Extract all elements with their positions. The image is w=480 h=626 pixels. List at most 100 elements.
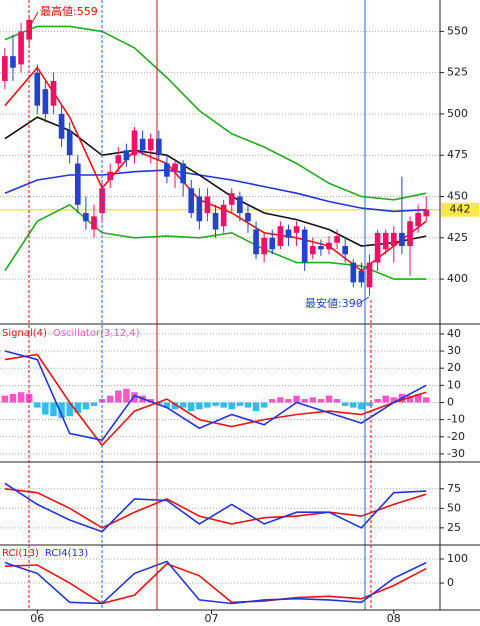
histogram-bar bbox=[341, 402, 349, 406]
candle-body bbox=[196, 196, 203, 222]
candle-body bbox=[269, 237, 276, 250]
y-tick-label: 30 bbox=[447, 344, 461, 357]
candle-body bbox=[237, 196, 243, 214]
histogram-bar bbox=[309, 397, 317, 403]
histogram-bar bbox=[1, 395, 9, 403]
y-tick-label: 0 bbox=[447, 395, 454, 408]
histogram-bar bbox=[171, 402, 179, 410]
candle-body bbox=[277, 226, 284, 247]
indicator-line bbox=[4, 482, 427, 533]
histogram-bar bbox=[42, 402, 49, 415]
histogram-bar bbox=[382, 395, 389, 403]
y-tick-label: 25 bbox=[447, 521, 461, 534]
histogram-bar bbox=[277, 397, 284, 403]
candle-body bbox=[50, 80, 57, 106]
histogram-bar bbox=[358, 402, 365, 410]
histogram-bar bbox=[204, 402, 211, 408]
candle-body bbox=[147, 138, 154, 151]
histogram-bar bbox=[163, 402, 171, 408]
histogram-bar bbox=[187, 402, 195, 412]
histogram-bar bbox=[196, 402, 203, 410]
candle-body bbox=[204, 196, 211, 214]
y-tick-label: 10 bbox=[447, 378, 461, 391]
candle-body bbox=[18, 31, 24, 65]
x-tick-label: 06 bbox=[30, 612, 44, 625]
candle-body bbox=[423, 209, 430, 217]
indicator-line bbox=[4, 488, 427, 529]
histogram-bar bbox=[131, 392, 138, 403]
histogram-bar bbox=[252, 402, 260, 412]
candle-body bbox=[261, 237, 267, 255]
y-tick-label: 0 bbox=[447, 576, 454, 589]
histogram-bar bbox=[390, 397, 398, 403]
price-label-box bbox=[441, 202, 479, 217]
candle-body bbox=[407, 221, 413, 247]
price-label: 442 bbox=[450, 203, 471, 216]
plot-layers: 550525500475450425400442403020100-10-20-… bbox=[0, 16, 479, 625]
low-annotation: 最安値:390 bbox=[305, 296, 363, 310]
y-tick-label: 20 bbox=[447, 361, 461, 374]
histogram-bar bbox=[50, 402, 57, 417]
y-tick-label: -30 bbox=[447, 447, 465, 460]
histogram-bar bbox=[179, 402, 187, 408]
x-tick-label: 08 bbox=[387, 612, 401, 625]
y-tick-label: 550 bbox=[447, 24, 468, 37]
candle-body bbox=[172, 163, 178, 172]
candle-body bbox=[58, 113, 65, 139]
candle-body bbox=[220, 204, 227, 227]
histogram-bar bbox=[285, 399, 292, 403]
indicator-line bbox=[4, 353, 427, 447]
candle-body bbox=[131, 130, 138, 156]
y-tick-label: -20 bbox=[447, 430, 465, 443]
histogram-bar bbox=[17, 392, 25, 403]
candle-body bbox=[2, 56, 8, 81]
histogram-bar bbox=[366, 402, 373, 406]
candle-body bbox=[374, 232, 381, 263]
candle-body bbox=[180, 163, 186, 184]
candle-body bbox=[245, 213, 251, 222]
histogram-bar bbox=[34, 402, 41, 408]
candle-body bbox=[74, 163, 81, 205]
histogram-bar bbox=[123, 388, 130, 403]
annotation-leader bbox=[28, 11, 39, 29]
candle-body bbox=[91, 216, 97, 230]
indicator-line bbox=[4, 560, 427, 605]
y-tick-label: 450 bbox=[447, 190, 468, 203]
histogram-bar bbox=[74, 402, 82, 413]
y-tick-label: 50 bbox=[447, 501, 461, 514]
candle-body bbox=[415, 213, 421, 227]
candle-body bbox=[115, 155, 122, 164]
candle-body bbox=[66, 130, 73, 156]
candle-body bbox=[10, 56, 16, 68]
histogram-bar bbox=[301, 399, 308, 403]
histogram-bar bbox=[244, 402, 252, 408]
candle-body bbox=[358, 270, 365, 283]
histogram-bar bbox=[293, 395, 300, 403]
candle-body bbox=[83, 213, 89, 222]
candle-body bbox=[301, 229, 308, 263]
histogram-bar bbox=[106, 395, 114, 403]
candle-body bbox=[228, 193, 235, 205]
legend-label: Signal(4) bbox=[2, 328, 47, 339]
histogram-bar bbox=[414, 393, 422, 403]
histogram-bar bbox=[406, 395, 414, 403]
histogram-bar bbox=[82, 402, 90, 410]
x-tick-label: 07 bbox=[204, 612, 218, 625]
candle-body bbox=[342, 246, 349, 255]
histogram-bar bbox=[350, 402, 357, 408]
histogram-bar bbox=[90, 402, 98, 406]
legend-label: Oscillator(3,12,4) bbox=[53, 328, 140, 339]
candle-body bbox=[139, 138, 146, 151]
y-tick-label: 400 bbox=[447, 272, 468, 285]
candle-body bbox=[107, 171, 114, 180]
legend-label: RCI4(13) bbox=[45, 548, 88, 559]
histogram-bar bbox=[422, 397, 430, 403]
candle-body bbox=[34, 72, 41, 106]
candle-body bbox=[26, 19, 33, 40]
candle-body bbox=[334, 236, 340, 243]
y-tick-label: 500 bbox=[447, 107, 468, 120]
histogram-bar bbox=[66, 402, 73, 417]
histogram-bar bbox=[115, 390, 122, 403]
